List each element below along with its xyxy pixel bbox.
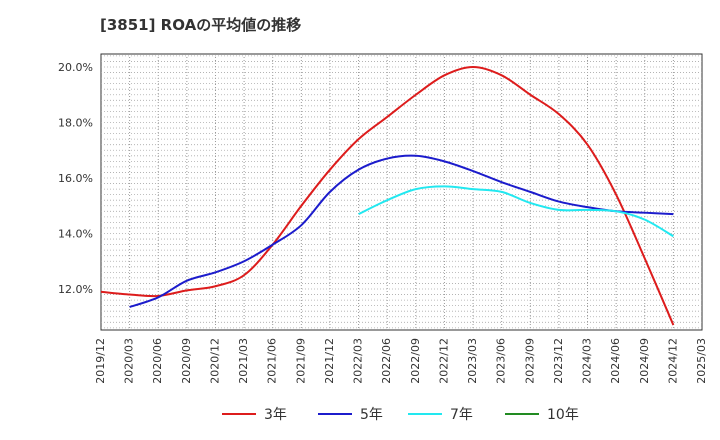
x-tick-label: 2020/03 [123,338,136,384]
x-tick-label: 2021/09 [294,338,307,384]
x-tick-label: 2020/09 [180,338,193,384]
y-axis-ticks: 12.0% 14.0% 16.0% 18.0% 20.0% [58,61,93,296]
legend: 3年 5年 7年 10年 [222,407,579,423]
y-tick-label: 20.0% [58,61,93,74]
x-tick-label: 2020/12 [208,338,221,384]
x-tick-label: 2024/03 [581,338,594,384]
x-tick-label: 2022/09 [409,338,422,384]
plot-area [100,53,703,331]
y-tick-label: 14.0% [58,228,93,241]
x-tick-label: 2022/03 [352,338,365,384]
series-line-3年 [100,65,675,326]
legend-label: 5年 [360,407,383,423]
x-tick-label: 2020/06 [151,338,164,384]
x-tick-label: 2019/12 [94,338,107,384]
legend-label: 10年 [547,407,579,423]
y-tick-label: 16.0% [58,172,93,185]
x-tick-label: 2023/12 [552,338,565,384]
x-tick-label: 2024/09 [638,338,651,384]
x-tick-label: 2025/03 [695,338,708,384]
x-tick-label: 2022/06 [380,338,393,384]
x-tick-label: 2023/03 [466,338,479,384]
y-tick-label: 12.0% [58,283,93,296]
series-line-7年 [358,185,674,238]
y-tick-label: 18.0% [58,117,93,130]
series-lines [100,65,675,326]
x-tick-label: 2023/09 [523,338,536,384]
legend-label: 7年 [450,407,473,423]
x-tick-label: 2024/12 [666,338,679,384]
x-axis-ticks: 2019/12 2020/03 2020/06 2020/09 2020/12 2021/… [94,338,708,384]
legend-label: 3年 [264,407,287,423]
chart-title: [3851] ROAの平均値の推移 [100,16,302,34]
x-tick-label: 2021/06 [266,338,279,384]
x-tick-label: 2021/03 [237,338,250,384]
x-tick-label: 2021/12 [323,338,336,384]
series-line-5年 [129,154,674,308]
x-tick-label: 2024/06 [609,338,622,384]
x-tick-label: 2023/06 [495,338,508,384]
x-tick-label: 2022/12 [437,338,450,384]
